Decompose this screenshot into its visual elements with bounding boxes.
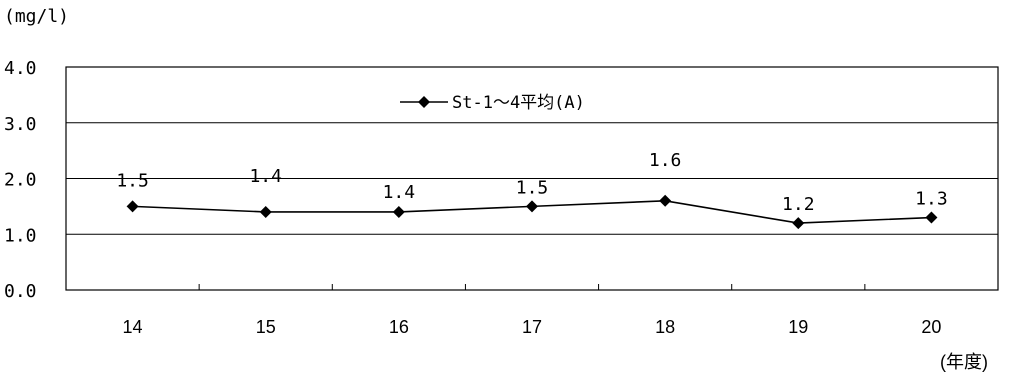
data-label-15: 1.4 <box>249 166 282 187</box>
data-label-16: 1.4 <box>383 182 416 203</box>
data-label-18: 1.6 <box>649 150 682 171</box>
x-tick-label-4: 18 <box>655 317 675 337</box>
y-tick-label-1: 1.0 <box>4 225 37 246</box>
x-tick-label-2: 16 <box>389 317 409 337</box>
data-point-18 <box>659 194 672 207</box>
data-labels: 1.5 1.4 1.4 1.5 1.6 1.2 1.3 <box>116 150 947 215</box>
x-tick-label-1: 15 <box>256 317 276 337</box>
y-axis-tick-labels: 0.0 1.0 2.0 3.0 4.0 <box>4 58 37 302</box>
data-label-20: 1.3 <box>915 189 948 210</box>
x-axis-tick-labels: 14 15 16 17 18 19 20 <box>123 317 942 337</box>
legend: St-1～4平均(A) <box>400 93 585 113</box>
legend-series-name: St-1～4平均(A) <box>452 93 585 113</box>
x-axis-tick-marks <box>198 284 866 290</box>
data-point-16 <box>392 205 405 218</box>
data-point-20 <box>925 211 938 224</box>
series-group <box>126 194 938 230</box>
data-point-15 <box>259 205 272 218</box>
y-tick-label-4: 4.0 <box>4 58 37 79</box>
y-axis-unit-label: (mg/l) <box>4 6 69 27</box>
x-axis-unit-label: (年度) <box>940 352 988 372</box>
x-tick-label-5: 19 <box>788 317 808 337</box>
y-tick-label-0: 0.0 <box>4 281 37 302</box>
gridlines <box>66 122 998 235</box>
y-tick-label-2: 2.0 <box>4 170 37 191</box>
data-point-14 <box>126 200 139 213</box>
legend-diamond-marker <box>418 96 430 108</box>
y-tick-label-3: 3.0 <box>4 114 37 135</box>
data-point-19 <box>792 217 805 230</box>
x-tick-label-0: 14 <box>123 317 143 337</box>
x-tick-label-3: 17 <box>522 317 542 337</box>
data-label-19: 1.2 <box>782 194 815 215</box>
x-tick-label-6: 20 <box>921 317 941 337</box>
data-label-14: 1.5 <box>116 170 149 191</box>
data-point-17 <box>526 200 538 213</box>
data-label-17: 1.5 <box>516 177 549 198</box>
